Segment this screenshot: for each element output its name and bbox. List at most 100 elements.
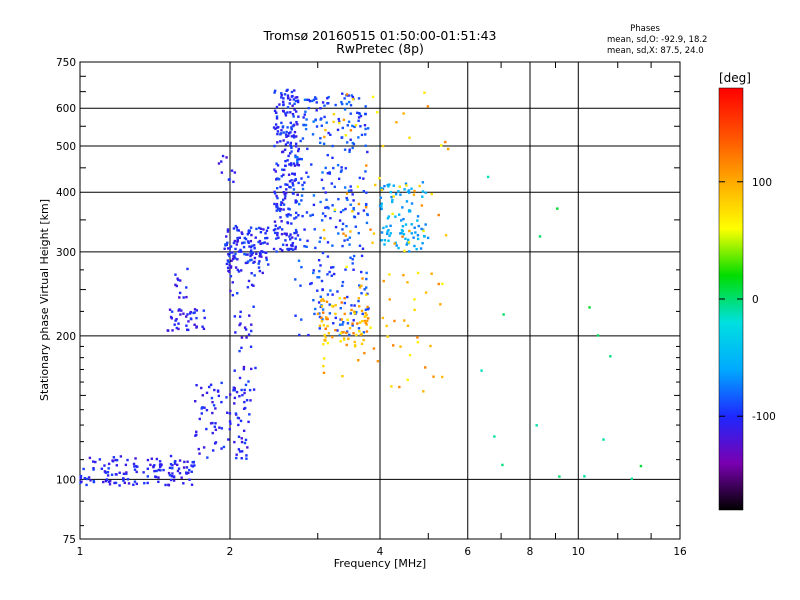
data-point bbox=[399, 193, 402, 196]
data-point bbox=[233, 402, 236, 405]
data-point bbox=[349, 138, 352, 141]
data-point bbox=[558, 475, 561, 478]
data-point bbox=[281, 125, 285, 128]
data-point bbox=[357, 327, 361, 330]
data-point bbox=[251, 251, 255, 254]
data-point bbox=[211, 449, 215, 452]
data-point bbox=[284, 191, 288, 195]
data-point bbox=[250, 283, 254, 287]
data-point bbox=[325, 198, 328, 201]
data-point bbox=[296, 99, 300, 102]
data-point bbox=[341, 280, 345, 284]
data-point bbox=[261, 250, 265, 254]
data-point bbox=[367, 307, 370, 310]
data-point bbox=[114, 481, 118, 485]
data-point bbox=[135, 470, 138, 474]
data-point bbox=[502, 313, 505, 316]
data-point bbox=[353, 310, 356, 313]
data-point bbox=[313, 228, 316, 231]
data-point bbox=[289, 131, 292, 134]
data-point bbox=[311, 213, 314, 217]
data-point bbox=[107, 467, 110, 470]
data-point bbox=[234, 331, 237, 334]
data-point bbox=[242, 367, 246, 371]
data-point bbox=[172, 479, 176, 482]
data-point bbox=[225, 396, 228, 399]
data-point bbox=[252, 305, 255, 308]
data-point bbox=[344, 234, 348, 237]
data-point bbox=[306, 239, 309, 243]
data-point bbox=[126, 478, 130, 481]
data-point bbox=[226, 266, 230, 270]
data-point bbox=[352, 199, 355, 202]
data-point bbox=[287, 207, 290, 210]
data-point bbox=[238, 376, 242, 380]
data-point bbox=[319, 264, 322, 267]
data-point bbox=[228, 254, 231, 258]
data-point bbox=[294, 99, 298, 103]
data-point bbox=[202, 309, 205, 312]
data-point bbox=[358, 244, 362, 247]
data-point bbox=[246, 233, 250, 236]
data-point bbox=[288, 102, 291, 105]
data-point bbox=[182, 482, 185, 485]
data-point bbox=[240, 388, 243, 392]
data-point bbox=[273, 168, 276, 171]
data-point bbox=[259, 231, 263, 234]
data-point bbox=[289, 141, 293, 145]
data-point bbox=[232, 241, 236, 245]
data-point bbox=[422, 390, 425, 393]
data-point bbox=[133, 468, 137, 471]
data-point bbox=[214, 407, 217, 410]
data-point bbox=[291, 184, 295, 187]
data-point bbox=[343, 186, 347, 189]
data-point bbox=[238, 349, 241, 353]
data-point bbox=[237, 448, 241, 451]
data-point bbox=[357, 284, 361, 287]
data-point bbox=[501, 463, 504, 467]
data-point bbox=[261, 241, 264, 245]
data-point bbox=[365, 330, 369, 333]
data-point bbox=[236, 258, 239, 261]
data-point bbox=[226, 259, 230, 262]
data-point bbox=[357, 212, 360, 215]
data-point bbox=[317, 276, 321, 279]
data-point bbox=[281, 201, 284, 205]
data-point bbox=[372, 347, 376, 350]
data-point bbox=[353, 304, 356, 307]
data-point bbox=[353, 215, 357, 219]
data-point bbox=[351, 124, 354, 128]
data-point bbox=[360, 254, 364, 258]
data-point bbox=[401, 235, 404, 238]
data-point bbox=[227, 178, 231, 181]
data-point bbox=[361, 247, 365, 250]
data-point bbox=[321, 288, 324, 291]
data-point bbox=[178, 296, 181, 299]
data-point bbox=[321, 251, 325, 255]
data-point bbox=[236, 268, 240, 272]
data-point bbox=[166, 329, 169, 332]
data-point bbox=[420, 227, 423, 231]
data-point bbox=[281, 198, 285, 202]
colorbar-tick-label: -100 bbox=[752, 411, 776, 423]
data-point bbox=[339, 332, 343, 335]
data-point bbox=[348, 243, 351, 246]
data-point bbox=[327, 131, 330, 135]
data-point bbox=[286, 88, 289, 92]
data-point bbox=[258, 254, 261, 258]
data-point bbox=[298, 238, 302, 241]
data-point bbox=[295, 230, 298, 234]
data-point bbox=[360, 284, 363, 288]
data-point bbox=[238, 323, 241, 327]
data-point bbox=[331, 144, 334, 148]
data-point bbox=[318, 324, 322, 328]
data-point bbox=[253, 247, 256, 250]
data-point bbox=[200, 386, 203, 390]
data-point bbox=[276, 233, 279, 237]
data-point bbox=[284, 164, 287, 168]
data-point bbox=[176, 463, 179, 467]
data-point bbox=[413, 308, 416, 312]
data-point bbox=[348, 333, 351, 337]
data-point bbox=[157, 476, 160, 479]
data-point bbox=[389, 224, 392, 228]
